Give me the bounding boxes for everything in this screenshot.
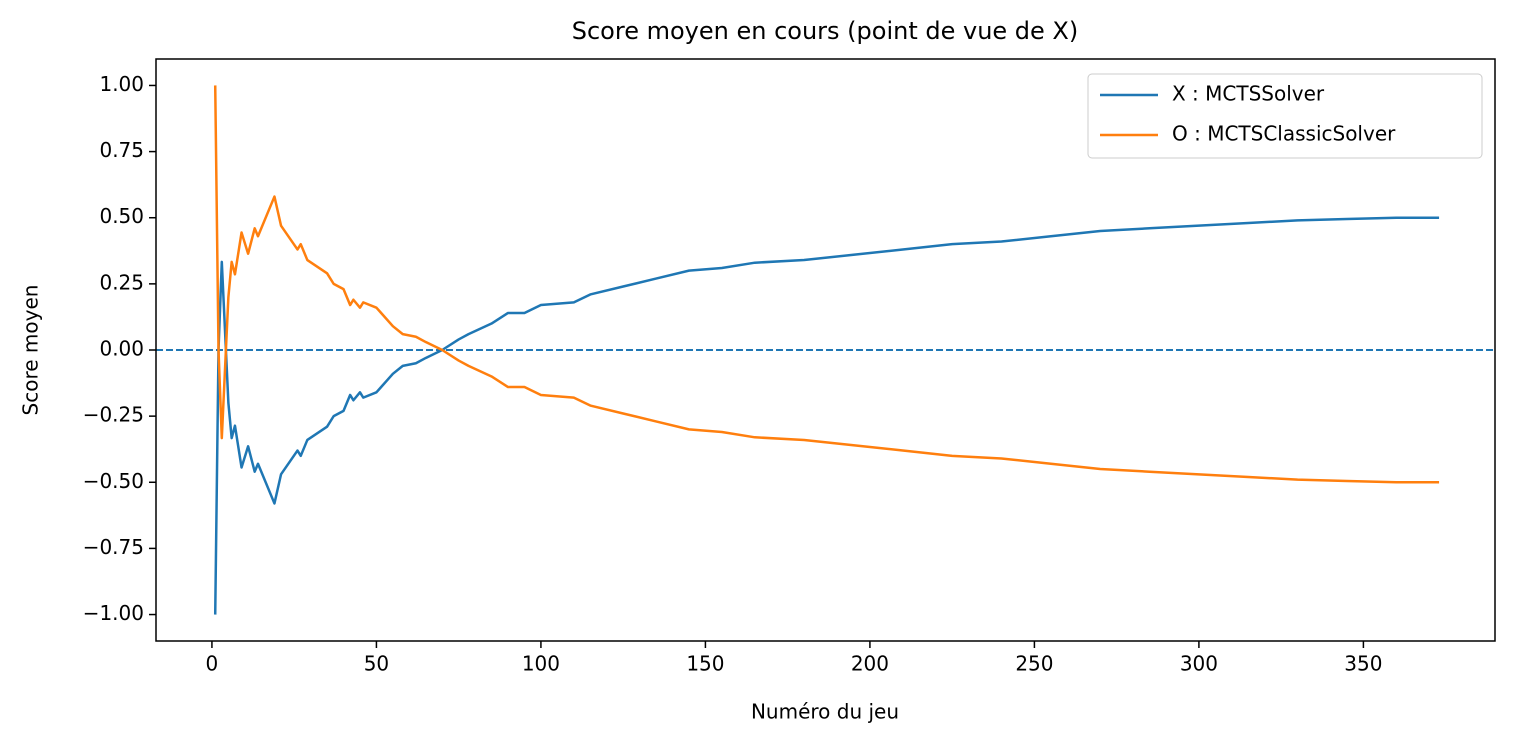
- x-tick-label: 150: [686, 652, 724, 676]
- x-tick-label: 50: [364, 652, 389, 676]
- plot-frame: [155, 58, 1496, 642]
- legend-label: X : MCTSSolver: [1172, 82, 1325, 106]
- y-tick-label: 1.00: [99, 72, 144, 96]
- x-tick-label: 350: [1344, 652, 1382, 676]
- y-tick-label: 0.00: [99, 337, 144, 361]
- y-tick-label: 0.25: [99, 270, 144, 294]
- y-tick-label: −1.00: [83, 601, 144, 625]
- x-tick-label: 300: [1180, 652, 1218, 676]
- y-tick-label: −0.25: [83, 403, 144, 427]
- y-tick-label: −0.75: [83, 535, 144, 559]
- x-axis-label: Numéro du jeu: [751, 700, 899, 724]
- legend-box: [1087, 73, 1483, 159]
- series-line: [213, 85, 1440, 484]
- x-tick-label: 200: [851, 652, 889, 676]
- x-tick-label: 250: [1015, 652, 1053, 676]
- x-tick-label: 100: [522, 652, 560, 676]
- x-tick-label: 0: [206, 652, 219, 676]
- series-line: [213, 216, 1440, 615]
- chart-title: Score moyen en cours (point de vue de X): [572, 17, 1078, 45]
- y-axis-label: Score moyen: [19, 285, 43, 416]
- y-tick-label: 0.75: [99, 138, 144, 162]
- y-tick-label: 0.50: [99, 204, 144, 228]
- y-tick-label: −0.50: [83, 469, 144, 493]
- legend-label: O : MCTSClassicSolver: [1172, 122, 1396, 146]
